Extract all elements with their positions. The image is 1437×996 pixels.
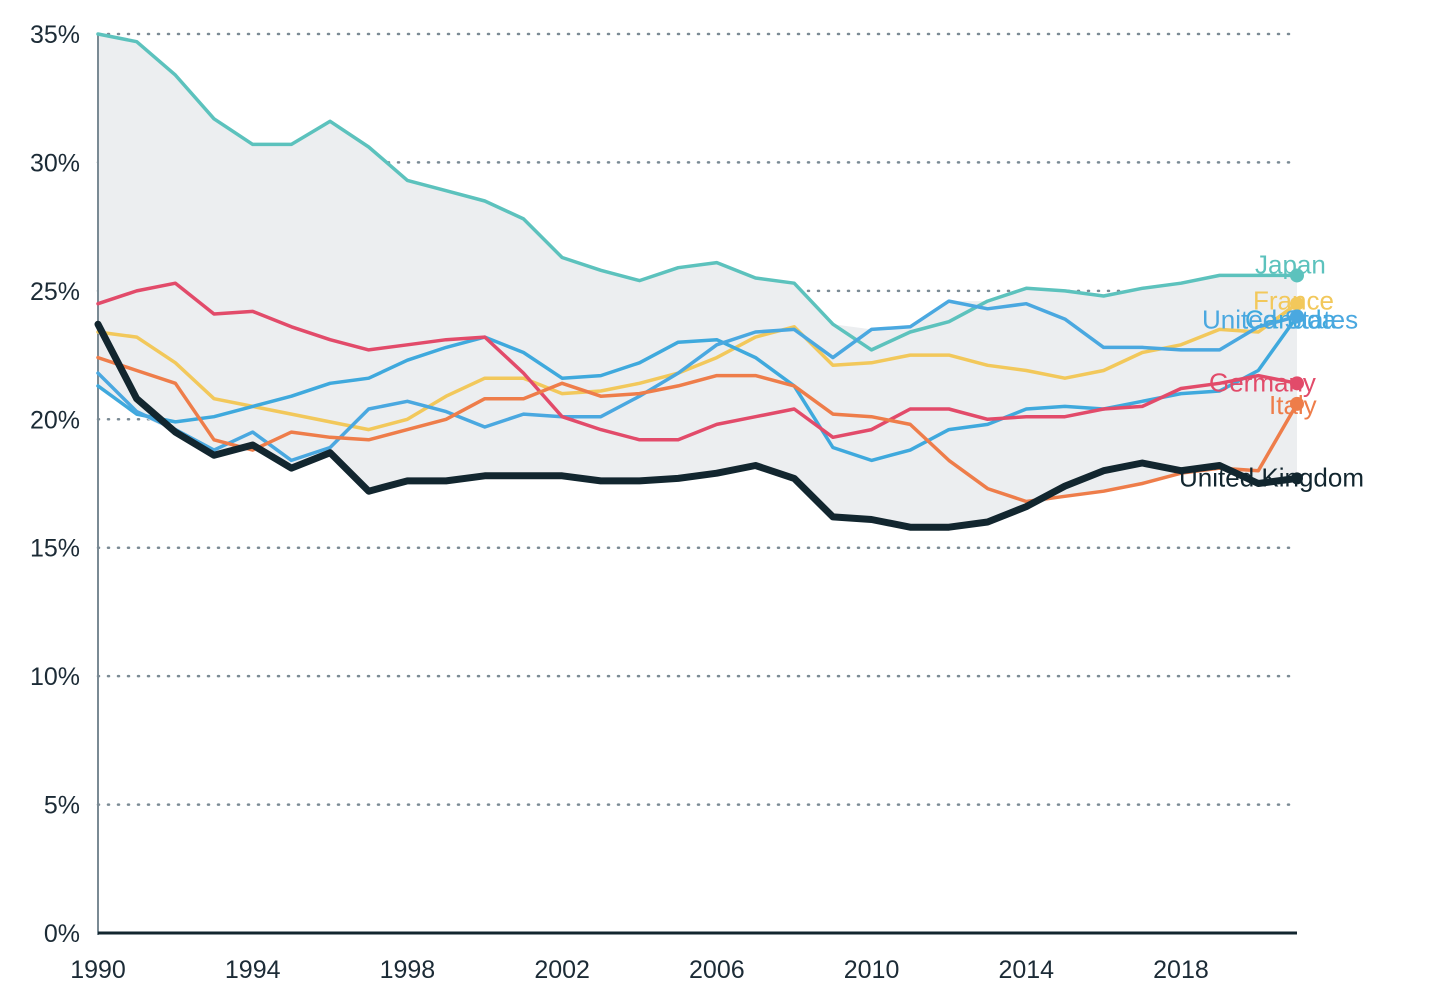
- x-tick-label: 2006: [689, 956, 745, 984]
- series-end-dot: [1290, 396, 1304, 411]
- axes: 0% 5% 10% 15% 20% 25% 30% 35% 1990 1994 1998 2002 20…: [30, 21, 1297, 984]
- x-tick-label: 1998: [380, 956, 436, 984]
- series-line-japan: [96, 32, 1299, 352]
- series-end-dot: [1290, 296, 1304, 311]
- range-band-area: [98, 34, 1297, 528]
- range-band: [98, 34, 1297, 528]
- series-line-united-kingdom: [94, 320, 1301, 531]
- y-tick-label: 35%: [30, 21, 80, 49]
- series-label-united-states: United States: [1202, 305, 1358, 335]
- y-tick-label: 5%: [44, 792, 80, 820]
- series-end-dot: [1290, 268, 1304, 283]
- x-tick-label: 2014: [998, 956, 1054, 984]
- series-label-japan: Japan: [1255, 249, 1326, 279]
- x-tick-label: 2002: [534, 956, 590, 984]
- x-tick-label: 2018: [1153, 956, 1209, 984]
- y-tick-label: 25%: [30, 278, 80, 306]
- y-tick-label: 10%: [30, 663, 80, 691]
- y-tick-label: 15%: [30, 535, 80, 563]
- y-tick-label: 20%: [30, 406, 80, 434]
- y-tick-label: 0%: [44, 920, 80, 948]
- series-line-united-states: [96, 299, 1299, 463]
- series-label-italy: Italy: [1269, 390, 1317, 420]
- x-tick-label: 1990: [70, 956, 126, 984]
- series-line-italy: [96, 355, 1299, 504]
- series-line-germany: [96, 281, 1299, 442]
- series-end-dot: [1290, 376, 1304, 391]
- y-tick-label: 30%: [30, 149, 80, 177]
- series-line-france: [96, 301, 1299, 432]
- series-end-dot: [1290, 309, 1304, 324]
- x-tick-label: 2010: [844, 956, 900, 984]
- series-label-germany: Germany: [1209, 367, 1316, 397]
- series-end-dot: [1291, 472, 1303, 485]
- series-label-united-kingdom: United Kingdom: [1179, 462, 1364, 492]
- x-tick-label: 1994: [225, 956, 281, 984]
- series-lines: [94, 32, 1301, 531]
